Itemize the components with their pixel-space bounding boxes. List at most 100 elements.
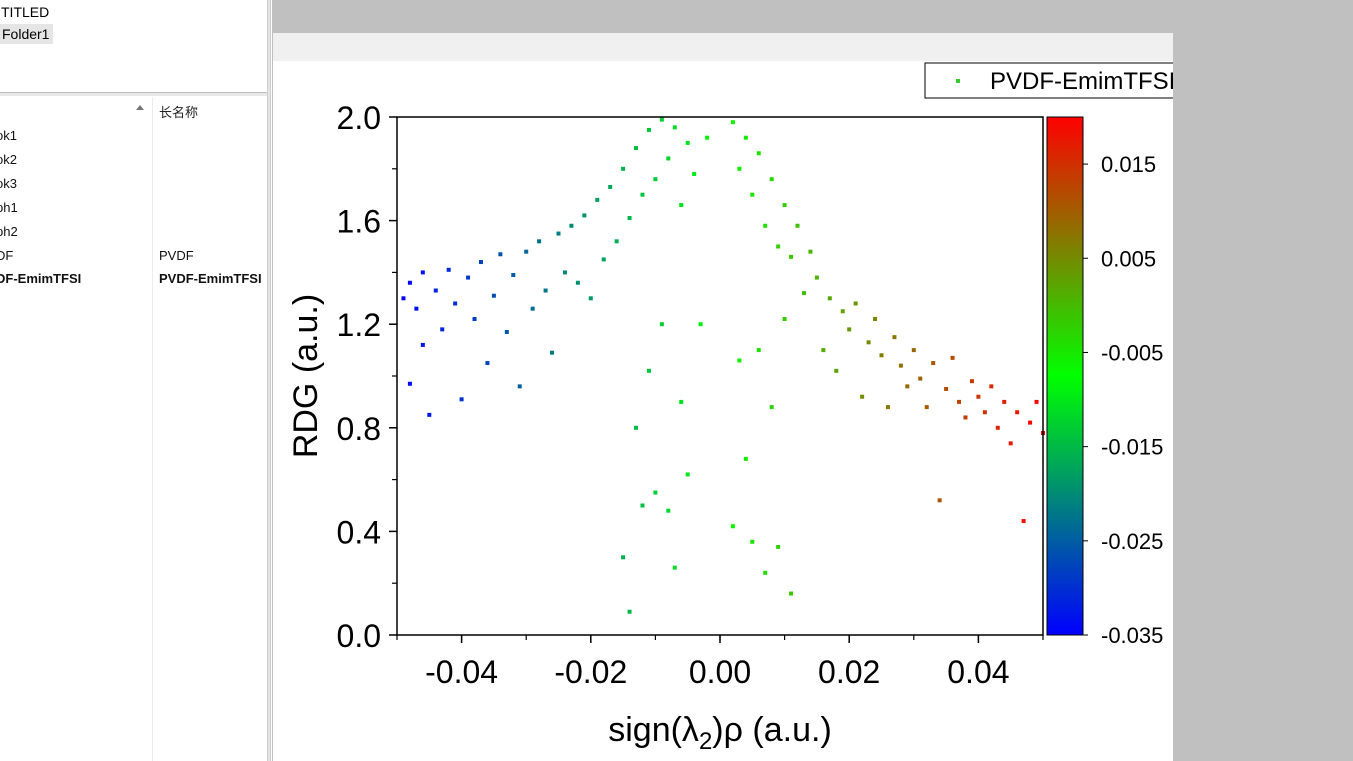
data-point xyxy=(524,249,529,254)
data-point xyxy=(614,239,619,244)
panel-splitter[interactable] xyxy=(0,93,267,96)
data-point xyxy=(860,394,865,399)
data-point xyxy=(982,410,987,415)
legend[interactable]: PVDF-EmimTFSI xyxy=(924,62,1173,99)
plot-frame xyxy=(396,116,1044,636)
scatter-points xyxy=(401,117,1045,614)
data-point xyxy=(685,472,690,477)
data-point xyxy=(646,368,651,373)
data-point xyxy=(569,223,574,228)
workspace-background xyxy=(273,0,1353,33)
colorbar-gradient xyxy=(1046,116,1084,636)
list-item[interactable]: ph1 xyxy=(0,197,267,219)
data-point xyxy=(420,342,425,347)
graph-page-top-strip xyxy=(273,33,1173,61)
data-point xyxy=(789,254,794,259)
y-tick-label: 0.4 xyxy=(337,514,381,550)
column-header-long-name[interactable]: 长名称 xyxy=(159,105,199,120)
y-tick-label: 0.8 xyxy=(337,411,381,447)
colorbar[interactable]: 0.015 0.005 -0.005 -0.015 -0.025 -0.035 xyxy=(1046,116,1163,648)
y-axis[interactable]: 0.0 0.4 0.8 1.2 1.6 2.0 xyxy=(337,100,397,654)
x-tick-label: 0.00 xyxy=(689,654,751,690)
data-point xyxy=(1028,420,1033,425)
colorbar-ticks: 0.015 0.005 -0.005 -0.015 -0.025 -0.035 xyxy=(1083,152,1163,648)
data-point xyxy=(827,296,832,301)
data-point xyxy=(672,125,677,130)
data-point xyxy=(575,280,580,285)
data-point xyxy=(659,322,664,327)
data-point xyxy=(821,348,826,353)
data-point xyxy=(769,405,774,410)
data-point xyxy=(530,306,535,311)
list-item[interactable]: ok2 xyxy=(0,149,267,171)
item-long-name: PVDF-EmimTFSI xyxy=(159,271,262,286)
data-point xyxy=(627,609,632,614)
data-point xyxy=(750,192,755,197)
data-point xyxy=(834,368,839,373)
data-point xyxy=(853,301,858,306)
data-point xyxy=(776,544,781,549)
data-point xyxy=(582,213,587,218)
data-point xyxy=(640,192,645,197)
graph-canvas[interactable]: 0.0 0.4 0.8 1.2 1.6 2.0 -0.04 -0.02 0.00 0.02 0.0… xyxy=(273,33,1173,761)
data-point xyxy=(666,508,671,513)
data-point xyxy=(427,412,432,417)
data-point xyxy=(756,151,761,156)
data-point xyxy=(782,317,787,322)
data-point xyxy=(537,239,542,244)
data-point xyxy=(705,135,710,140)
x-axis[interactable]: -0.04 -0.02 0.00 0.02 0.04 xyxy=(396,635,1044,690)
data-point xyxy=(407,381,412,386)
data-point xyxy=(685,140,690,145)
data-point xyxy=(446,267,451,272)
data-point xyxy=(472,317,477,322)
data-point xyxy=(763,570,768,575)
data-point xyxy=(944,386,949,391)
x-tick-label: 0.04 xyxy=(947,654,1009,690)
data-point xyxy=(588,296,593,301)
data-point xyxy=(885,405,890,410)
data-point xyxy=(789,591,794,596)
colorbar-tick-label: -0.015 xyxy=(1101,435,1163,460)
tree-root-label[interactable]: TITLED xyxy=(1,4,50,20)
item-name: ok1 xyxy=(0,128,17,143)
data-point xyxy=(918,376,923,381)
item-name: ok2 xyxy=(0,152,17,167)
y-axis-title[interactable]: RDG (a.u.) xyxy=(287,294,325,458)
list-item-active[interactable]: DF-EmimTFSI PVDF-EmimTFSI xyxy=(0,268,267,290)
data-point xyxy=(433,288,438,293)
data-point xyxy=(595,197,600,202)
colorbar-tick-label: -0.035 xyxy=(1101,623,1163,648)
item-name: ph1 xyxy=(0,200,18,215)
data-point xyxy=(640,503,645,508)
data-point xyxy=(608,184,613,189)
data-point xyxy=(743,135,748,140)
y-tick-label: 1.6 xyxy=(337,204,381,240)
column-divider[interactable] xyxy=(152,97,153,761)
item-name: DF-EmimTFSI xyxy=(0,271,82,286)
data-point xyxy=(453,301,458,306)
list-item[interactable]: ph2 xyxy=(0,221,267,243)
data-point xyxy=(659,117,664,122)
data-point xyxy=(466,275,471,280)
data-point xyxy=(730,524,735,529)
x-tick-label: -0.04 xyxy=(425,654,498,690)
data-point xyxy=(763,223,768,228)
data-point xyxy=(808,249,813,254)
data-point xyxy=(543,288,548,293)
sort-ascending-icon[interactable] xyxy=(136,105,144,110)
data-point xyxy=(750,539,755,544)
data-point xyxy=(957,399,962,404)
tree-folder-item[interactable]: Folder1 xyxy=(0,24,54,44)
data-point xyxy=(550,350,555,355)
graph-page xyxy=(273,33,1173,761)
data-point xyxy=(892,335,897,340)
list-item[interactable]: DF PVDF xyxy=(0,245,267,267)
list-item[interactable]: ok3 xyxy=(0,173,267,195)
data-point xyxy=(795,223,800,228)
data-point xyxy=(879,353,884,358)
list-item[interactable]: ok1 xyxy=(0,125,267,147)
vertical-splitter[interactable] xyxy=(267,0,271,761)
x-axis-title[interactable]: sign(λ2)ρ (a.u.) xyxy=(608,711,832,755)
data-point xyxy=(517,384,522,389)
